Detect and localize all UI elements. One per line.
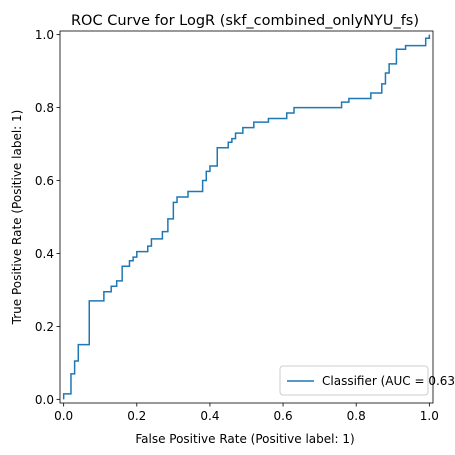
x-tick-label: 0.6 — [274, 409, 293, 423]
y-tick-label: 0.8 — [35, 101, 54, 115]
y-tick-label: 0.0 — [35, 393, 54, 407]
x-tick-label: 1.0 — [420, 409, 439, 423]
x-axis-label: False Positive Rate (Positive label: 1) — [135, 432, 354, 446]
x-tick-label: 0.0 — [54, 409, 73, 423]
y-tick-label: 0.4 — [35, 247, 54, 261]
legend-entry-classifier: Classifier (AUC = 0.63) — [322, 374, 455, 388]
plot-area: 0.0 0.2 0.4 0.6 0.8 1.0 0.0 0.2 0.4 0.6 0.8 1.0 — [35, 28, 439, 423]
y-tick-label: 1.0 — [35, 28, 54, 42]
x-tick-label: 0.8 — [347, 409, 366, 423]
chart-title: ROC Curve for LogR (skf_combined_onlyNYU… — [71, 13, 419, 29]
y-tick-label: 0.2 — [35, 320, 54, 334]
x-tick-label: 0.4 — [200, 409, 219, 423]
legend-box — [279, 365, 429, 396]
x-tick-label: 0.2 — [127, 409, 146, 423]
axes-frame — [59, 30, 434, 404]
legend: Classifier (AUC = 0.63) — [279, 365, 455, 396]
y-axis-label: True Positive Rate (Positive label: 1) — [10, 110, 24, 326]
y-tick-label: 0.6 — [35, 174, 54, 188]
roc-curve-line — [62, 34, 431, 400]
